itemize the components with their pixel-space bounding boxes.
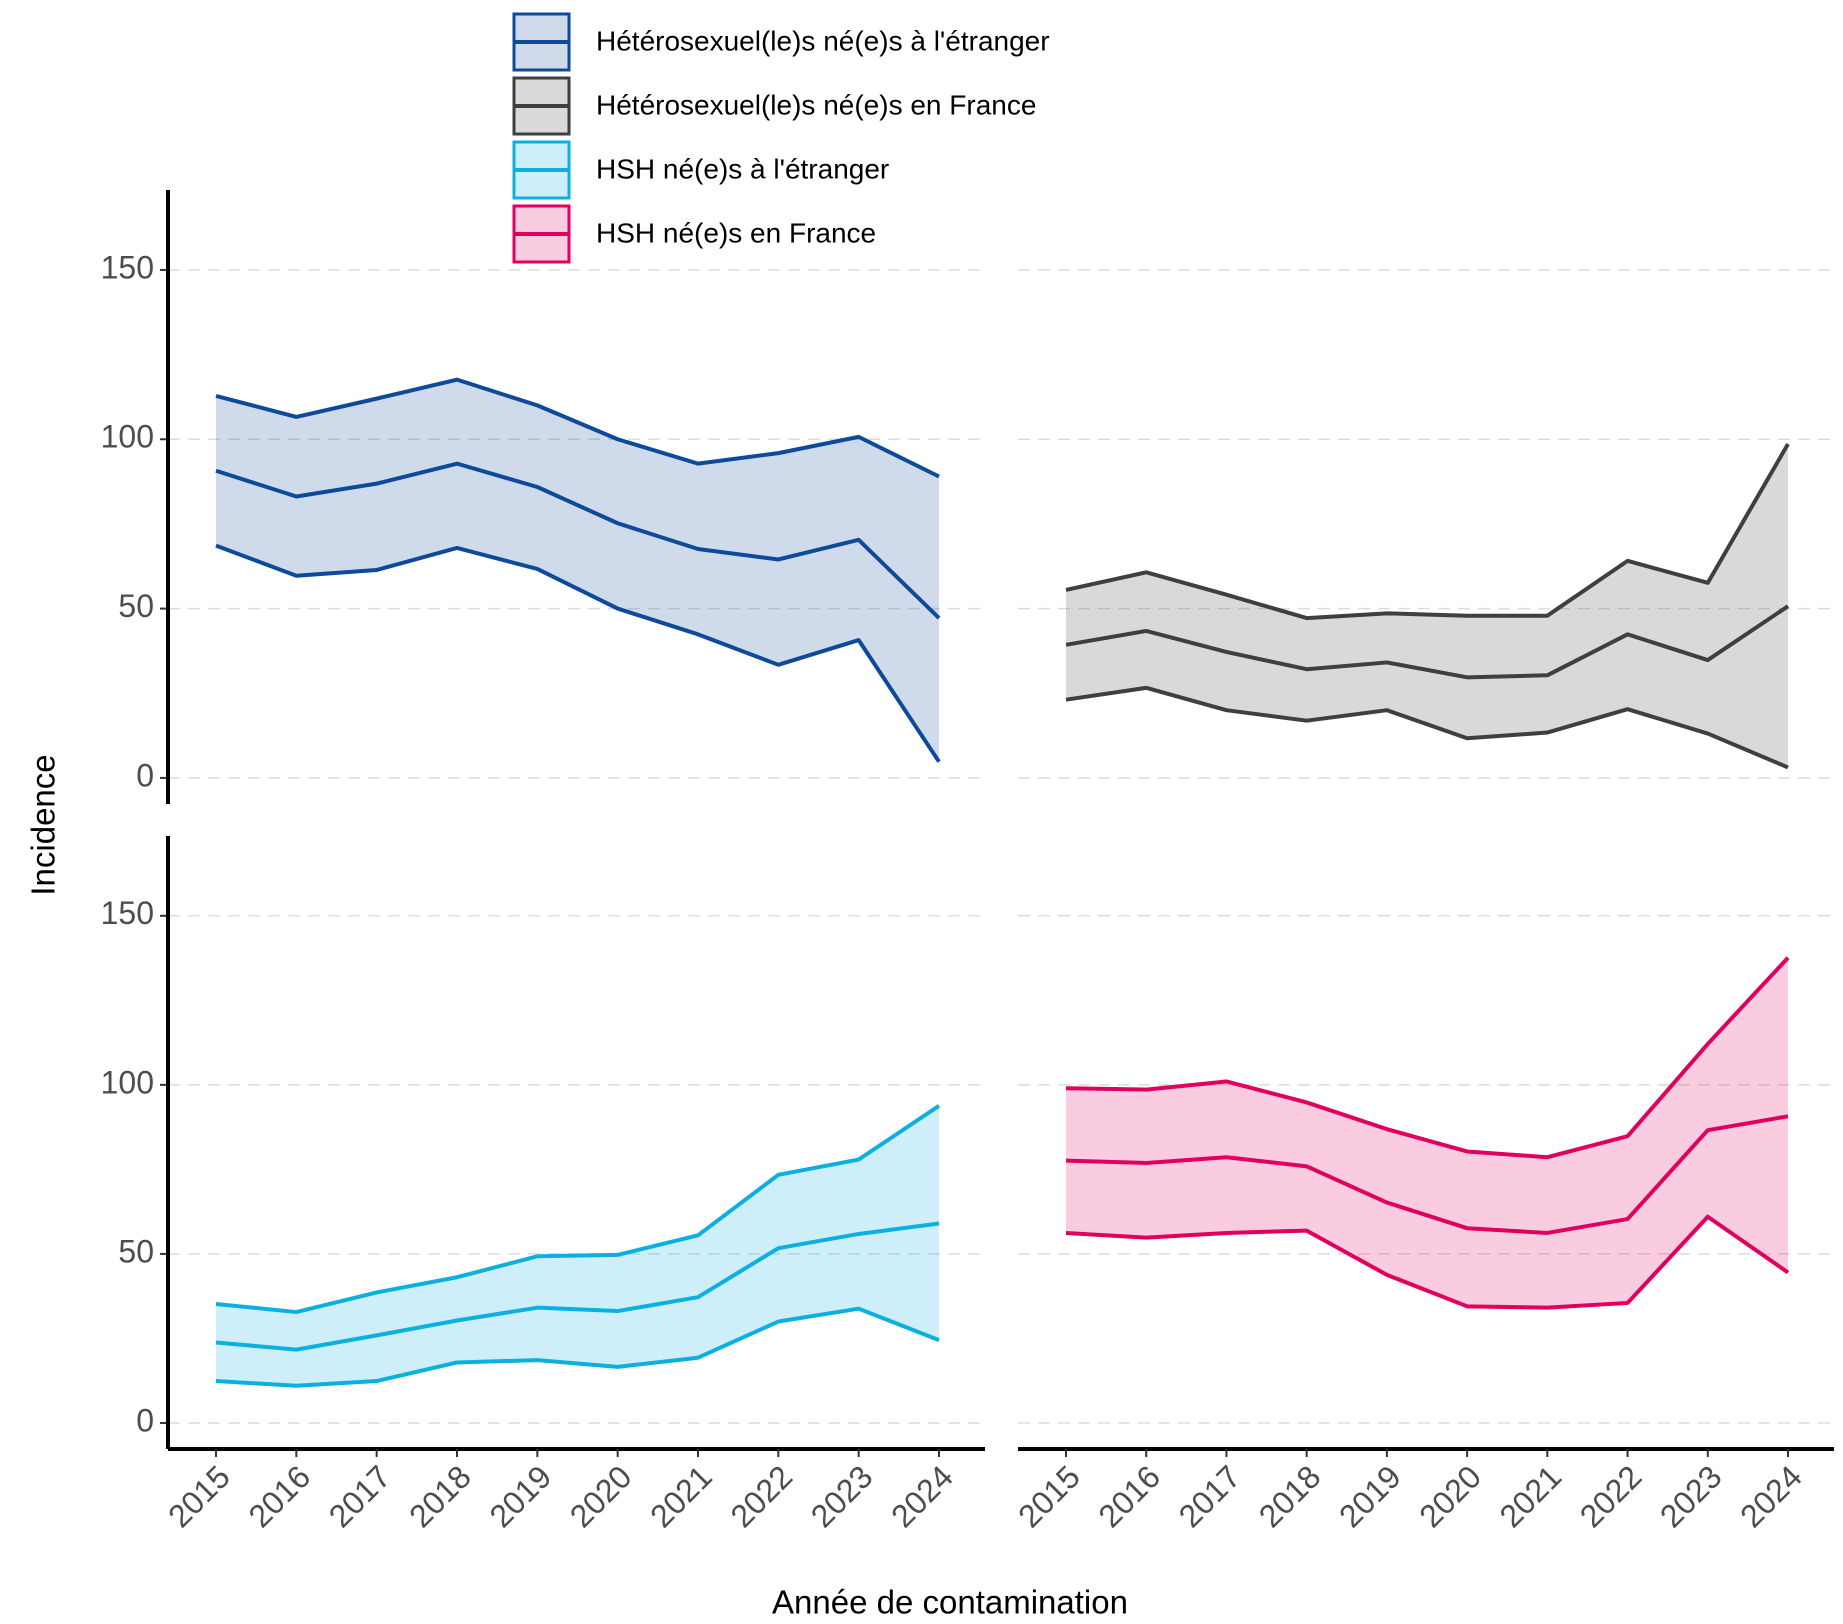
x-tick-label: 2016 [1091,1458,1167,1534]
ribbon [1066,957,1788,1308]
x-tick-label: 2019 [1332,1458,1408,1534]
x-tick-label: 2023 [1653,1458,1729,1534]
line [215,461,941,620]
ci-line [215,377,940,479]
x-tick-label: 2016 [241,1458,317,1534]
x-tick-label: 2018 [402,1458,478,1534]
ribbon [216,379,939,762]
ribbon [216,1105,939,1386]
ci-line [1065,685,1789,770]
x-tick-label: 2021 [643,1458,719,1534]
x-tick-label: 2015 [161,1458,237,1534]
ribbon [1066,443,1788,768]
y-tick-label: 0 [136,757,154,793]
x-tick-label: 2024 [1733,1458,1809,1534]
legend-label: Hétérosexuel(le)s né(e)s à l'étranger [596,25,1050,56]
ci-line [1065,1214,1790,1310]
legend-label: HSH né(e)s à l'étranger [596,153,889,184]
y-tick-label: 50 [118,588,154,624]
ci-line [1065,442,1790,621]
x-tick-label: 2020 [1412,1458,1488,1534]
x-tick-label: 2020 [563,1458,639,1534]
legend-label: HSH né(e)s en France [596,217,876,248]
line [1065,1114,1789,1235]
legend-label: Hétérosexuel(le)s né(e)s en France [596,89,1036,120]
line [1065,604,1790,680]
x-tick-label: 2022 [1573,1458,1649,1534]
y-axis-title: Incidence [25,754,62,895]
x-tick-label: 2015 [1011,1458,1087,1534]
x-tick-label: 2018 [1252,1458,1328,1534]
x-tick-label: 2017 [1172,1458,1248,1534]
ci-line [1065,956,1790,1160]
x-tick-label: 2021 [1492,1458,1568,1534]
y-tick-label: 50 [118,1233,154,1269]
x-tick-label: 2022 [723,1458,799,1534]
y-tick-label: 100 [101,1064,154,1100]
x-tick-label: 2024 [884,1458,960,1534]
ci-line [215,1306,940,1388]
y-tick-label: 150 [101,895,154,931]
y-tick-label: 0 [136,1402,154,1438]
x-tick-label: 2017 [322,1458,398,1534]
x-tick-label: 2019 [482,1458,558,1534]
x-axis-title: Année de contamination [772,1584,1128,1621]
y-tick-label: 100 [101,419,154,455]
line [215,1221,940,1352]
ci-line [215,543,941,763]
y-tick-label: 150 [101,249,154,285]
x-tick-label: 2023 [804,1458,880,1534]
ci-line [215,1104,941,1315]
